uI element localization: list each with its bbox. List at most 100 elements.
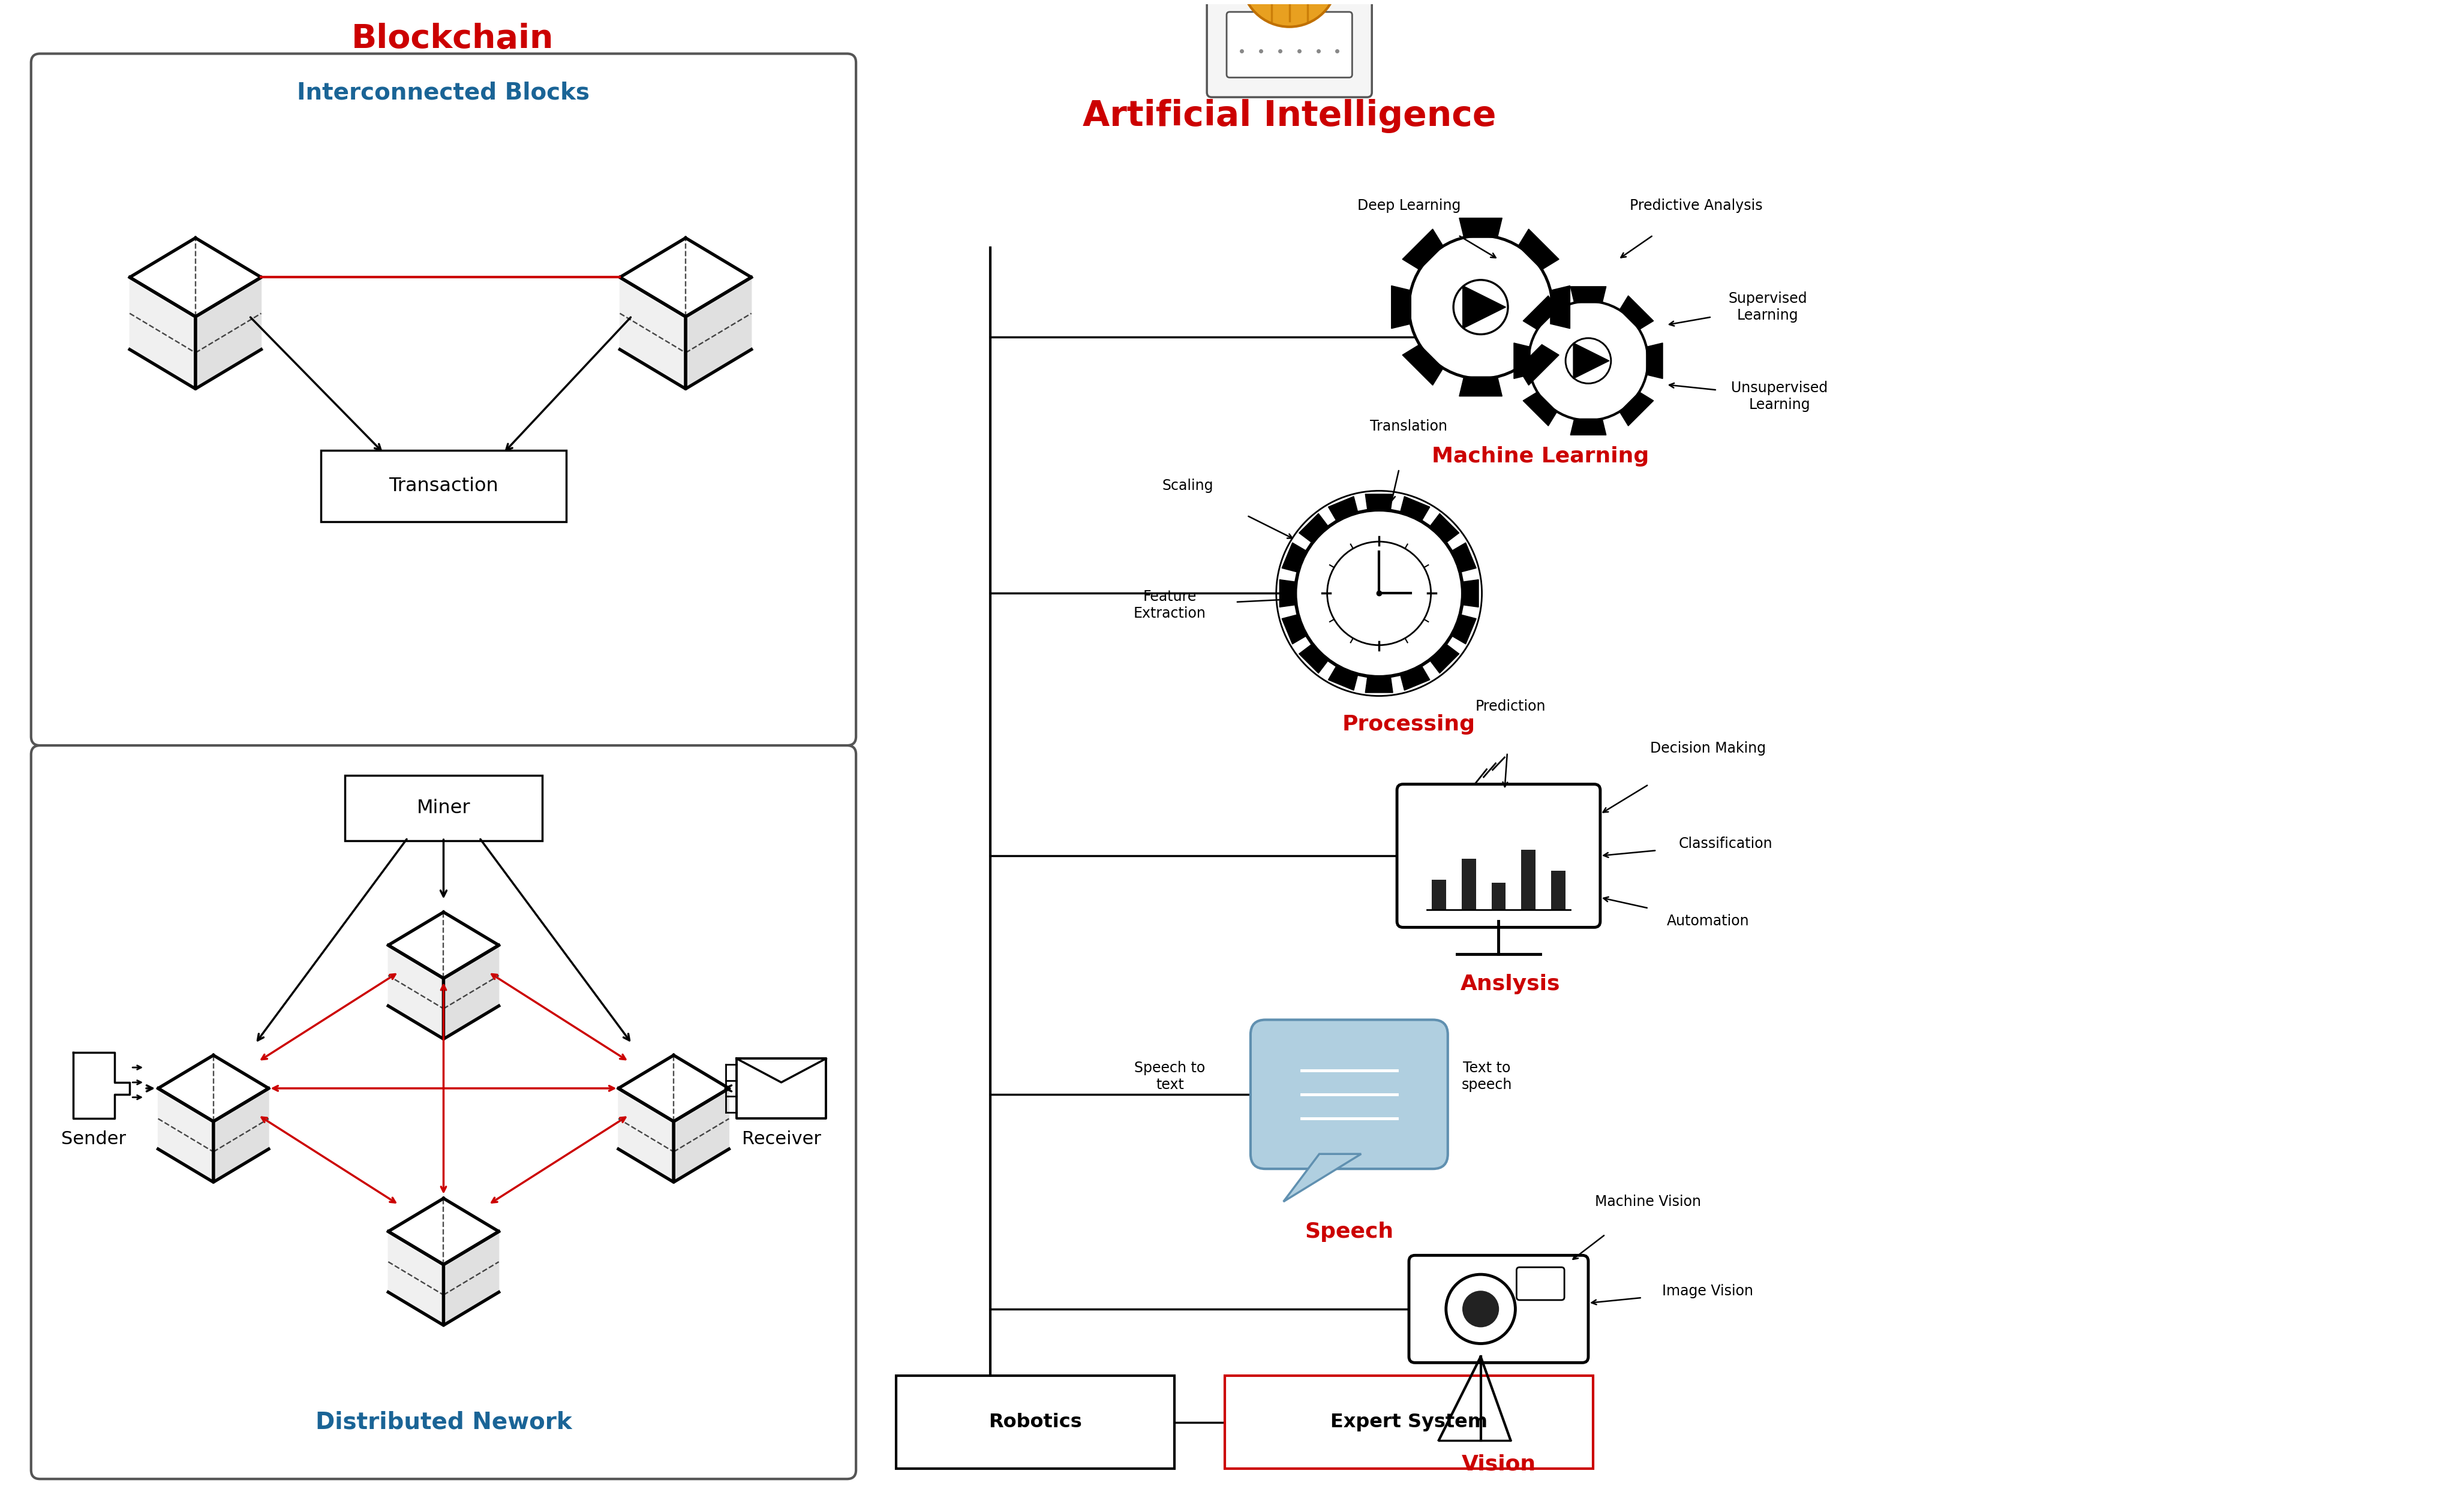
Polygon shape [1619,393,1653,426]
FancyBboxPatch shape [897,1376,1175,1469]
Polygon shape [1459,218,1503,238]
Polygon shape [1284,1154,1360,1202]
Text: Machine Learning: Machine Learning [1432,447,1648,466]
Polygon shape [1619,296,1653,329]
Polygon shape [1299,644,1328,674]
Text: Scaling: Scaling [1163,478,1212,493]
Polygon shape [1365,495,1392,511]
FancyBboxPatch shape [1409,1256,1589,1363]
Polygon shape [389,911,498,978]
Circle shape [1464,1290,1498,1327]
FancyBboxPatch shape [32,54,855,746]
Bar [1491,883,1506,910]
Text: Receiver: Receiver [742,1131,821,1148]
Text: Automation: Automation [1666,914,1749,928]
Text: Interconnected Blocks: Interconnected Blocks [298,81,589,104]
Polygon shape [1461,579,1478,608]
Polygon shape [618,1089,673,1182]
Polygon shape [1400,665,1429,690]
Text: Predictive Analysis: Predictive Analysis [1629,199,1762,214]
Polygon shape [1429,644,1459,674]
Text: Speech to
text: Speech to text [1133,1060,1205,1092]
Polygon shape [389,1232,444,1325]
Text: Translation: Translation [1370,420,1449,433]
Text: Machine Vision: Machine Vision [1594,1194,1700,1209]
Polygon shape [1281,543,1306,573]
Circle shape [1528,301,1648,421]
Text: Image Vision: Image Vision [1663,1284,1754,1298]
Polygon shape [1281,615,1306,644]
Polygon shape [1328,665,1358,690]
FancyBboxPatch shape [1252,1020,1449,1169]
Circle shape [1328,541,1432,645]
Polygon shape [621,277,685,390]
Text: Transaction: Transaction [389,477,498,495]
Polygon shape [1451,543,1476,573]
Polygon shape [1279,579,1296,608]
Bar [1432,880,1446,910]
Polygon shape [1574,343,1609,379]
Polygon shape [1518,344,1560,385]
Polygon shape [685,277,752,390]
FancyBboxPatch shape [1225,1376,1594,1469]
Polygon shape [621,238,752,317]
Text: Text to
speech: Text to speech [1461,1060,1513,1092]
FancyBboxPatch shape [320,450,567,522]
Text: Supervised
Learning: Supervised Learning [1727,292,1806,323]
Polygon shape [1400,496,1429,522]
Polygon shape [389,1199,498,1265]
Circle shape [1409,236,1552,379]
Polygon shape [1328,496,1358,522]
Bar [1461,859,1476,910]
Text: Unsupervised
Learning: Unsupervised Learning [1732,381,1828,412]
Polygon shape [1513,343,1530,379]
Polygon shape [444,945,498,1039]
Polygon shape [1523,296,1557,329]
Circle shape [1454,280,1508,334]
Polygon shape [1299,513,1328,543]
Text: Prediction: Prediction [1476,699,1545,714]
Polygon shape [1451,615,1476,644]
Text: Expert System: Expert System [1331,1414,1488,1432]
Circle shape [1446,1274,1515,1343]
Text: Distributed Nework: Distributed Nework [315,1411,572,1433]
Polygon shape [1570,287,1607,302]
Polygon shape [1402,229,1444,269]
Polygon shape [1402,344,1444,385]
Polygon shape [158,1056,269,1122]
Text: Sender: Sender [62,1131,126,1148]
Polygon shape [131,238,261,317]
Text: Decision Making: Decision Making [1651,741,1767,755]
Polygon shape [1550,286,1570,328]
Text: Deep Learning: Deep Learning [1358,199,1461,214]
Polygon shape [195,277,261,390]
Polygon shape [158,1089,214,1182]
Polygon shape [444,1232,498,1325]
Circle shape [1242,0,1338,27]
Circle shape [1565,338,1611,384]
Polygon shape [389,945,444,1039]
FancyBboxPatch shape [345,775,542,841]
Circle shape [1296,510,1464,677]
Bar [1520,850,1535,910]
Text: Classification: Classification [1678,836,1772,851]
FancyBboxPatch shape [32,746,855,1478]
Text: Vision: Vision [1461,1454,1535,1474]
FancyBboxPatch shape [1207,0,1372,98]
Bar [1552,871,1565,910]
Text: Robotics: Robotics [988,1414,1082,1432]
Text: Feature
Extraction: Feature Extraction [1133,590,1205,621]
Polygon shape [618,1056,729,1122]
Polygon shape [1429,513,1459,543]
Polygon shape [1392,286,1412,328]
Text: Speech: Speech [1306,1221,1395,1242]
Polygon shape [673,1089,729,1182]
FancyBboxPatch shape [1227,12,1353,78]
Text: Artificial Intelligence: Artificial Intelligence [1082,99,1496,134]
Text: Anslysis: Anslysis [1461,973,1560,994]
FancyBboxPatch shape [1397,784,1599,928]
Polygon shape [737,1059,825,1117]
Text: Blockchain: Blockchain [352,23,554,56]
Polygon shape [1523,393,1557,426]
Polygon shape [1464,286,1506,328]
